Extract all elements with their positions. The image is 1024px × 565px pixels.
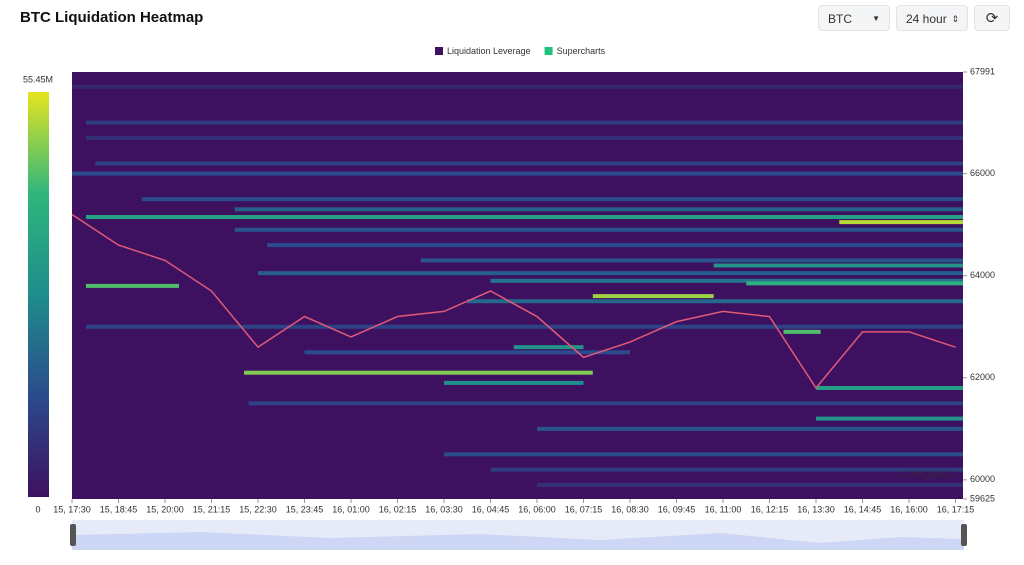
y-tick-label: 66000 xyxy=(970,168,995,178)
x-tick-label: 16, 01:00 xyxy=(332,504,370,514)
price-line xyxy=(71,213,956,390)
x-tick-label: 16, 14:45 xyxy=(844,504,882,514)
caret: ⇕ xyxy=(951,14,959,24)
heat-band xyxy=(141,197,963,202)
colorbar xyxy=(28,92,49,497)
colorbar-min: 0 xyxy=(35,504,40,514)
heat-band xyxy=(85,120,963,125)
heat-band xyxy=(267,243,963,248)
x-tick-label: 16, 12:15 xyxy=(751,504,789,514)
heat-band xyxy=(85,135,963,140)
x-tick-label: 16, 09:45 xyxy=(658,504,696,514)
heat-band xyxy=(234,207,963,212)
x-tick-label: 15, 21:15 xyxy=(193,504,231,514)
heat-band xyxy=(537,482,963,487)
heat-band xyxy=(816,385,963,390)
heat-band xyxy=(490,278,963,283)
heat-band xyxy=(537,426,963,431)
heat-band xyxy=(72,84,963,89)
x-tick-label: 16, 13:30 xyxy=(797,504,835,514)
x-tick-label: 15, 18:45 xyxy=(100,504,138,514)
heat-band xyxy=(713,263,963,268)
legend-swatch xyxy=(544,47,553,55)
heat-band xyxy=(816,416,963,421)
caret: ▼ xyxy=(872,14,880,23)
heat-band xyxy=(234,227,963,232)
heat-band xyxy=(258,271,963,276)
range-text: 24 hour xyxy=(906,12,947,26)
x-tick-label: 16, 17:15 xyxy=(937,504,975,514)
x-tick-label: 15, 20:00 xyxy=(146,504,184,514)
x-tick-label: 16, 06:00 xyxy=(518,504,556,514)
heat-band xyxy=(513,345,584,350)
watermark: coinglass xyxy=(900,465,955,480)
heat-band xyxy=(85,215,963,220)
heat-band xyxy=(248,401,963,406)
heat-band xyxy=(85,324,963,329)
slider-handle[interactable] xyxy=(961,524,967,546)
heat-band xyxy=(444,380,584,385)
heat-band xyxy=(85,283,179,288)
colorbar-max: 55.45M xyxy=(23,74,53,84)
heat-band xyxy=(420,258,963,263)
x-tick-label: 15, 22:30 xyxy=(239,504,277,514)
x-tick-label: 16, 11:00 xyxy=(705,504,742,514)
range-select[interactable]: 24 hour ⇕ xyxy=(896,5,968,31)
x-tick-label: 16, 04:45 xyxy=(472,504,510,514)
x-tick-label: 15, 23:45 xyxy=(286,504,324,514)
x-tick-label: 16, 02:15 xyxy=(379,504,417,514)
heat-band xyxy=(72,171,963,176)
heat-band xyxy=(592,294,714,299)
heat-band xyxy=(304,350,630,355)
x-tick-label: 15, 17:30 xyxy=(53,504,91,514)
heat-band xyxy=(746,281,963,286)
symbol-select[interactable]: BTC ▼ xyxy=(818,5,890,31)
heat-band xyxy=(95,161,963,166)
x-tick-label: 16, 07:15 xyxy=(565,504,603,514)
y-tick-label: 59625 xyxy=(970,493,995,503)
legend-label: Supercharts xyxy=(557,46,606,56)
heat-band xyxy=(783,329,821,334)
legend-swatch xyxy=(435,47,443,55)
x-tick-label: 16, 08:30 xyxy=(611,504,649,514)
y-tick-label: 62000 xyxy=(970,372,995,382)
heat-band xyxy=(444,452,963,457)
y-tick-label: 67991 xyxy=(970,66,995,76)
refresh-button[interactable]: ⟳ xyxy=(974,5,1010,31)
heat-band xyxy=(490,467,963,472)
x-tick-label: 16, 16:00 xyxy=(890,504,928,514)
heat-band xyxy=(244,370,593,375)
page-title: BTC Liquidation Heatmap xyxy=(20,9,204,26)
legend-label: Liquidation Leverage xyxy=(447,46,531,56)
heat-band xyxy=(839,220,963,225)
x-tick-label: 16, 03:30 xyxy=(425,504,463,514)
slider-handle[interactable] xyxy=(70,524,76,546)
y-tick-label: 60000 xyxy=(970,474,995,484)
symbol-text: BTC xyxy=(828,12,852,26)
heat-band xyxy=(467,299,963,304)
slider-area xyxy=(72,532,964,550)
y-tick-label: 64000 xyxy=(970,270,995,280)
